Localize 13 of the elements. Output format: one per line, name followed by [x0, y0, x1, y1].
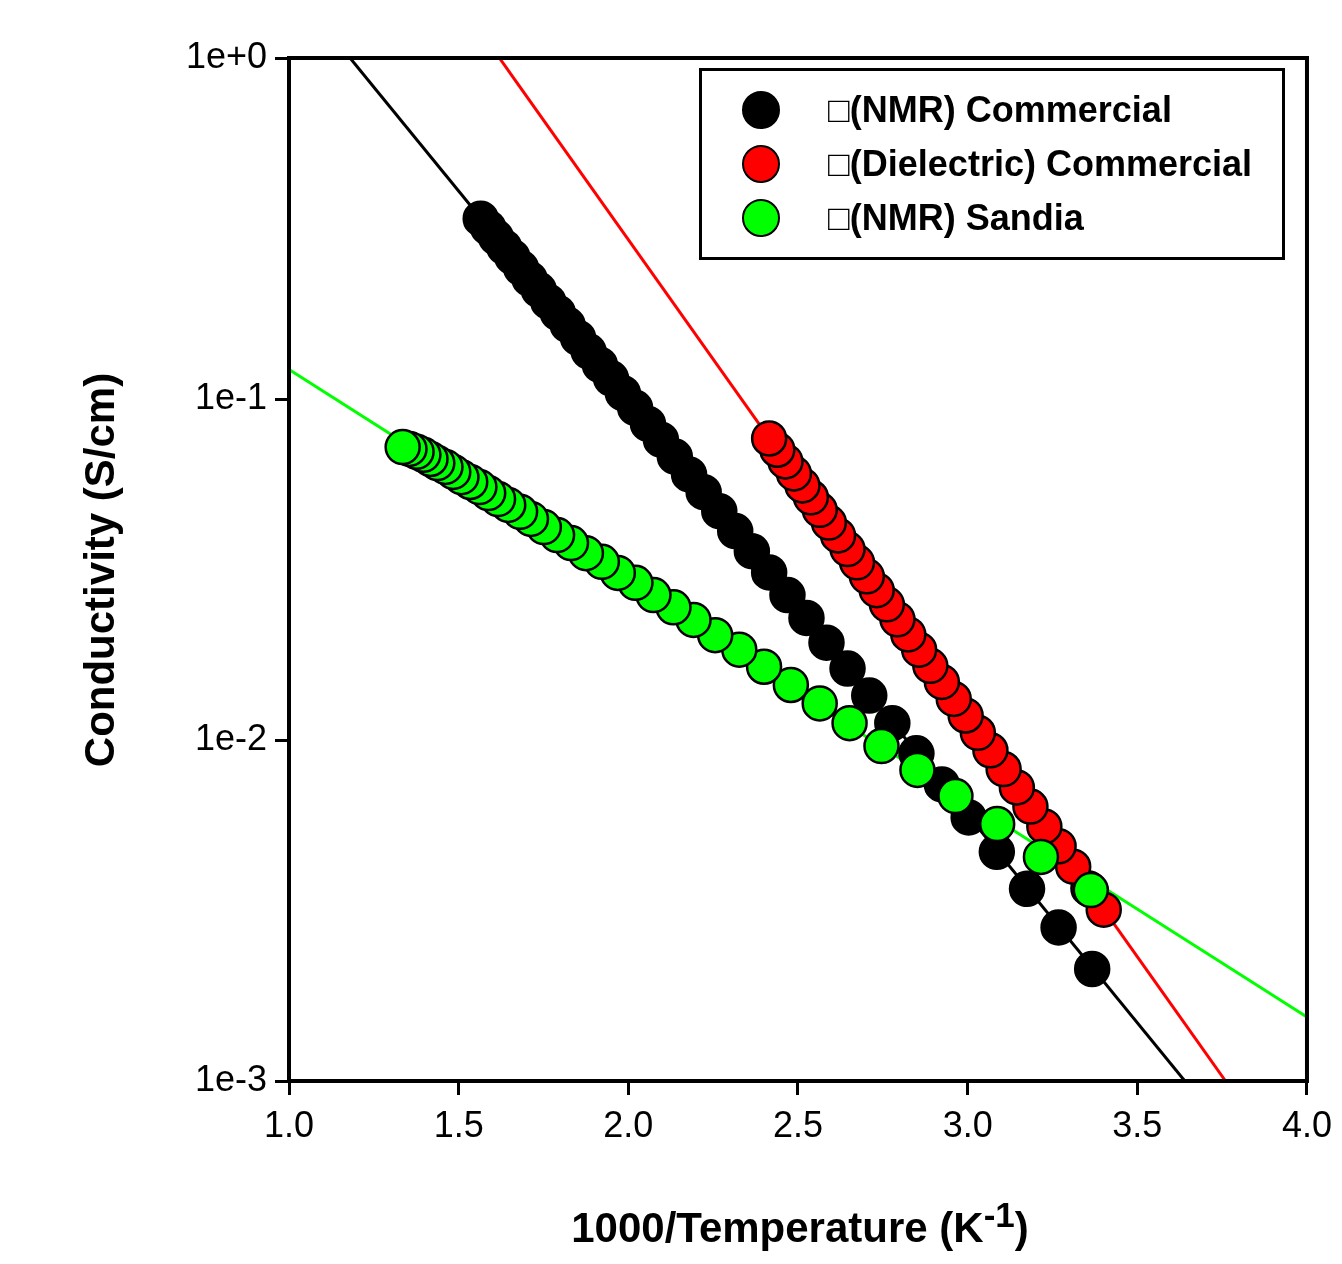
x-tick-label: 2.0 [603, 1103, 654, 1145]
x-tick-label: 1.5 [433, 1103, 484, 1145]
x-tick-label: 2.5 [772, 1103, 824, 1145]
x-axis-title: 1000/Temperature (K$^{-1}$) [570, 1195, 1030, 1252]
x-tick-label: 1.0 [263, 1103, 315, 1145]
x-tick-label: 3.5 [1112, 1103, 1163, 1145]
x-tick-label: 3.0 [942, 1103, 993, 1145]
y-tick-label: 1e-3 [194, 1057, 267, 1099]
y-tick-label: 1e-2 [194, 716, 267, 758]
x-tick-label: 4.0 [1281, 1103, 1332, 1145]
y-axis-title: Conductivity (S/cm) [76, 372, 124, 768]
y-tick-label: 1e+0 [185, 34, 267, 76]
y-tick-label: 1e-1 [194, 375, 267, 417]
